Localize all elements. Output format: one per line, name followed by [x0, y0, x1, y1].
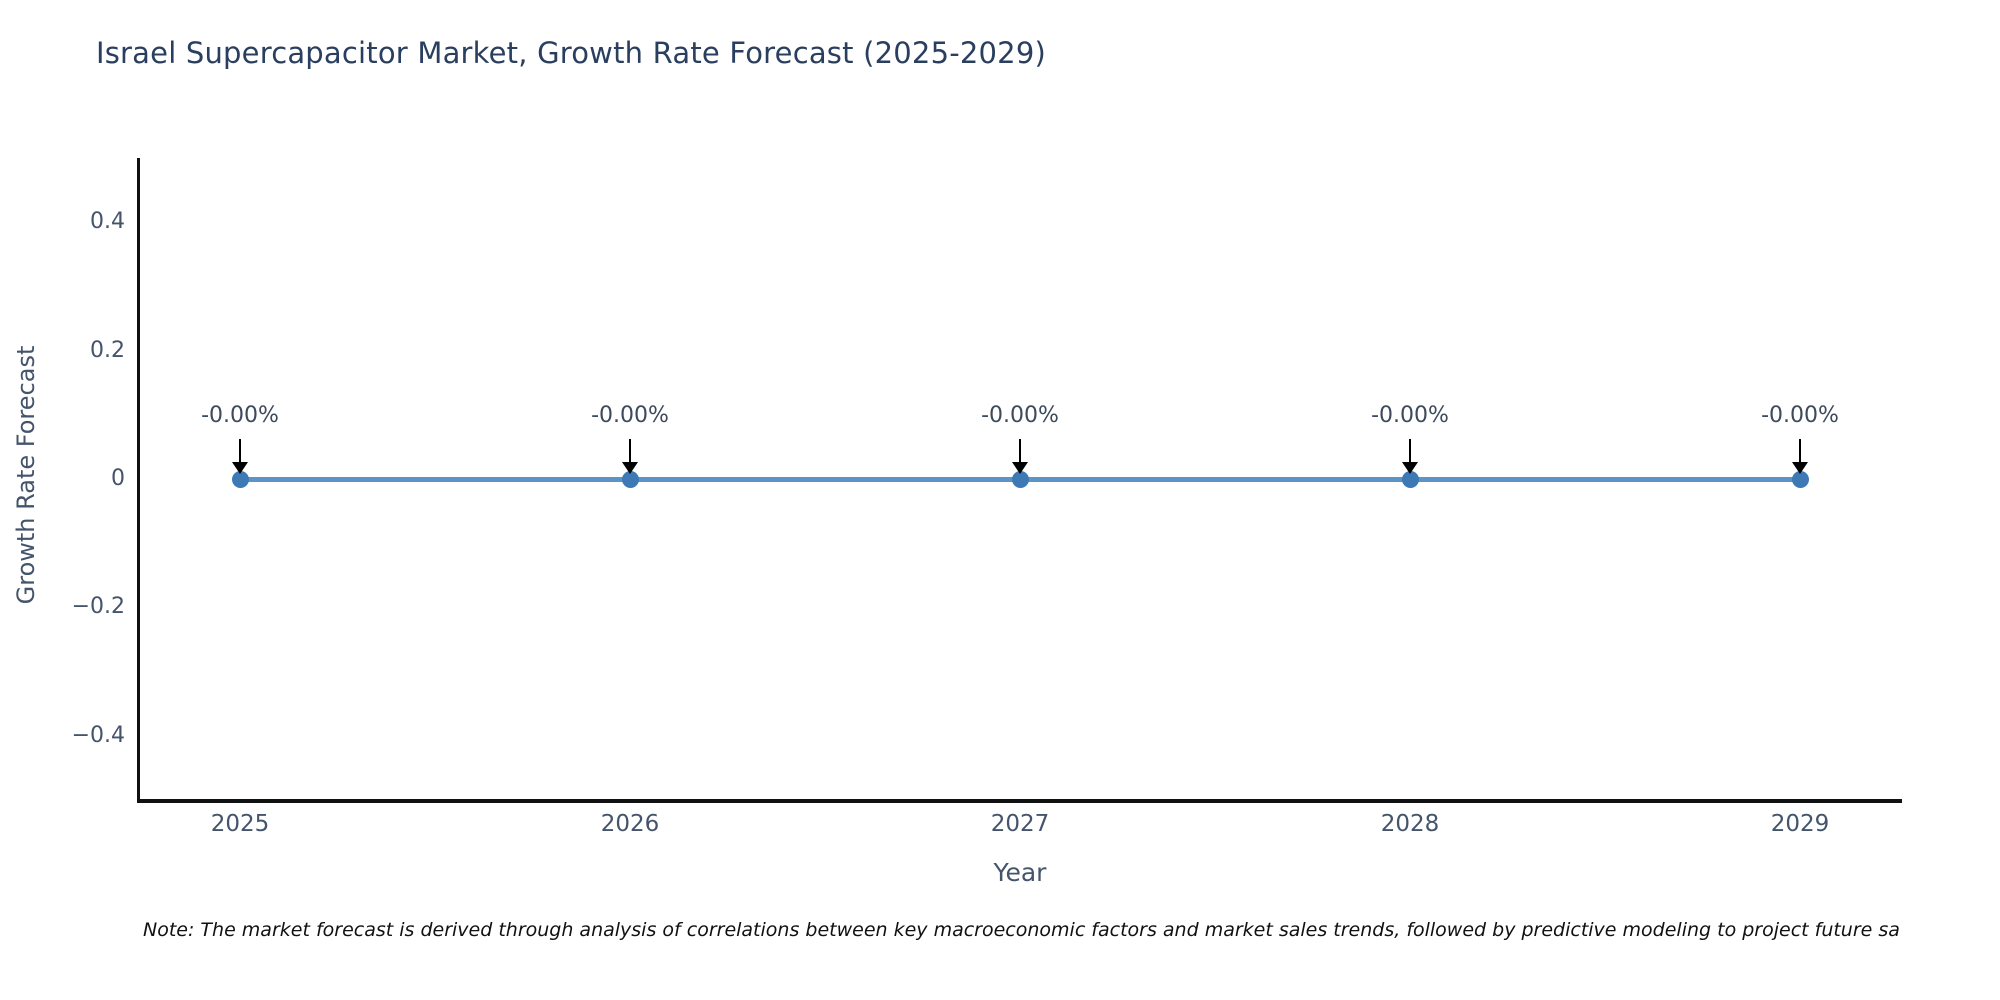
data-point-marker [621, 470, 639, 488]
y-tick-label: −0.2 [71, 594, 125, 620]
x-tick-label: 2025 [210, 811, 270, 837]
data-point-marker [1011, 470, 1029, 488]
annotation-label: -0.00% [1761, 403, 1839, 428]
annotation-arrowhead-icon [1402, 462, 1418, 474]
chart-title: Israel Supercapacitor Market, Growth Rat… [96, 36, 1047, 70]
annotation-arrowhead-icon [232, 462, 248, 474]
data-point-marker [1791, 470, 1809, 488]
x-tick-label: 2028 [1380, 811, 1440, 837]
annotation-arrow-shaft [239, 439, 241, 462]
y-tick-label: 0 [111, 466, 125, 491]
x-axis-title: Year [993, 858, 1047, 887]
annotation-label: -0.00% [1371, 403, 1449, 428]
x-tick-label: 2026 [600, 811, 660, 837]
annotation-label: -0.00% [591, 403, 669, 428]
y-axis-line [137, 158, 140, 803]
footnote: Note: The market forecast is derived thr… [143, 919, 1900, 941]
x-tick-label: 2027 [990, 811, 1050, 837]
annotation-label: -0.00% [981, 403, 1059, 428]
y-tick-label: 0.4 [90, 209, 125, 235]
annotation-arrowhead-icon [622, 462, 638, 474]
annotation-arrow-shaft [629, 439, 631, 462]
y-tick-label: 0.2 [90, 337, 125, 363]
data-point-marker [1401, 470, 1419, 488]
annotation-arrow-shaft [1019, 439, 1021, 462]
x-axis-line [137, 799, 1902, 803]
y-tick-label: −0.4 [71, 722, 125, 748]
data-point-marker [231, 470, 249, 488]
annotation-arrow-shaft [1409, 439, 1411, 462]
annotation-arrowhead-icon [1792, 462, 1808, 474]
x-tick-label: 2029 [1770, 811, 1830, 837]
annotation-label: -0.00% [201, 403, 279, 428]
annotation-arrowhead-icon [1012, 462, 1028, 474]
annotation-arrow-shaft [1799, 439, 1801, 462]
y-axis-title: Growth Rate Forecast [12, 345, 40, 605]
